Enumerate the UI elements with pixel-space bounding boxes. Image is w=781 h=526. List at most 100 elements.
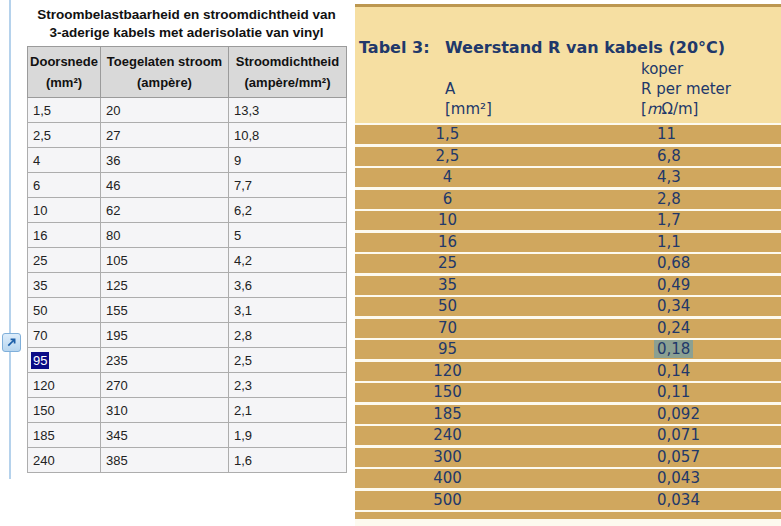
right-table-rows: 1,5112,56,844,362,8101,7161,1250,68350,4… xyxy=(355,125,781,510)
resistance-value: 0,043 xyxy=(657,469,700,488)
table-row: 10626,2 xyxy=(28,198,347,223)
resistance-row: 44,3 xyxy=(355,168,781,187)
table-cell: 50 xyxy=(28,298,101,323)
arrow-up-right-icon xyxy=(6,337,17,348)
table-row: 501553,1 xyxy=(28,298,347,323)
col-header-name: Toegelaten stroom xyxy=(101,51,228,72)
table-cell: 62 xyxy=(101,198,229,223)
screenshot-root: Stroombelastbaarheid en stroomdichtheid … xyxy=(0,0,781,526)
resistance-row: 5000,034 xyxy=(355,491,781,510)
resistance-value: 0,057 xyxy=(657,448,700,467)
resistance-value: 0,18 xyxy=(657,340,693,359)
table-cell: 20 xyxy=(101,98,229,123)
material-label: koper xyxy=(641,60,683,78)
area-value: 240 xyxy=(380,426,515,445)
col1-unit: [mm²] xyxy=(445,100,492,118)
area-value: 185 xyxy=(380,405,515,424)
resistance-row: 101,7 xyxy=(355,211,781,230)
table-row: 2403851,6 xyxy=(28,448,347,473)
table-cell: 3,6 xyxy=(229,273,347,298)
col-header-name: Doorsnede xyxy=(28,51,100,72)
table-cell: 10 xyxy=(28,198,101,223)
area-value: 16 xyxy=(380,233,515,252)
resistance-row: 185 0,092 xyxy=(355,405,781,424)
table-row: 952352,5 xyxy=(28,348,347,373)
resistance-row: 1200,14 xyxy=(355,362,781,381)
table-cell: 1,6 xyxy=(229,448,347,473)
table-cell: 3,1 xyxy=(229,298,347,323)
resistance-value: 0,49 xyxy=(657,276,690,295)
table-cell: 385 xyxy=(101,448,229,473)
resistance-value: 11 xyxy=(657,125,676,144)
left-table-title-line2: 3-aderige kabels met aderisolatie van vi… xyxy=(27,24,346,42)
table-cell: 240 xyxy=(28,448,101,473)
area-value: 400 xyxy=(380,469,515,488)
table-cell: 105 xyxy=(101,248,229,273)
table-cell: 80 xyxy=(101,223,229,248)
resistance-row: 500,34 xyxy=(355,297,781,316)
resistance-value: 6,8 xyxy=(657,147,681,166)
current-capacity-table: Doorsnede (mm²) Toegelaten stroom (ampèr… xyxy=(27,46,347,473)
table-row: 2,52710,8 xyxy=(28,123,347,148)
area-value: 300 xyxy=(380,448,515,467)
table-cell: 46 xyxy=(101,173,229,198)
col2-name: R per meter xyxy=(641,80,731,98)
area-value: 6 xyxy=(380,190,515,209)
table-cell: 345 xyxy=(101,423,229,448)
table-row: 1,52013,3 xyxy=(28,98,347,123)
table-row: 251054,2 xyxy=(28,248,347,273)
col-header-unit: (mm²) xyxy=(28,72,100,93)
resistance-value: 1,1 xyxy=(657,233,681,252)
area-value: 35 xyxy=(380,276,515,295)
table-cell: 9 xyxy=(229,148,347,173)
resistance-value: 0,11 xyxy=(657,383,690,402)
resistance-table-header: Tabel 3: Weerstand R van kabels (20°C) k… xyxy=(355,7,781,123)
resistance-value: 0,24 xyxy=(657,319,690,338)
col-header-stroomdichtheid: Stroomdichtheid (ampère/mm²) xyxy=(229,47,347,98)
left-table-body: 1,52013,32,52710,843696467,710626,216805… xyxy=(28,98,347,473)
table-row: 16805 xyxy=(28,223,347,248)
resistance-row: 161,1 xyxy=(355,233,781,252)
table-cell: 16 xyxy=(28,223,101,248)
table-cell: 2,8 xyxy=(229,323,347,348)
col-header-unit: (ampère/mm²) xyxy=(229,72,346,93)
header-row: Doorsnede (mm²) Toegelaten stroom (ampèr… xyxy=(28,47,347,98)
area-value: 1,5 xyxy=(380,125,515,144)
right-table-title: Weerstand R van kabels (20°C) xyxy=(445,38,725,57)
resistance-value: 0,14 xyxy=(657,362,690,381)
table-row: 1202702,3 xyxy=(28,373,347,398)
highlighted-cell-text: 0,18 xyxy=(654,340,693,358)
table-row: 6467,7 xyxy=(28,173,347,198)
resistance-row: 1,5 11 xyxy=(355,125,781,144)
table-cell: 5 xyxy=(229,223,347,248)
table-cell: 2,1 xyxy=(229,398,347,423)
table-cell: 4 xyxy=(28,148,101,173)
area-value: 150 xyxy=(380,383,515,402)
table-cell: 235 xyxy=(101,348,229,373)
left-table-title-line1: Stroombelastbaarheid en stroomdichtheid … xyxy=(27,6,346,24)
resistance-row: 250,68 xyxy=(355,254,781,273)
table-row: 1853451,9 xyxy=(28,423,347,448)
table-row: 1503102,1 xyxy=(28,398,347,423)
resistance-row: 2,56,8 xyxy=(355,147,781,166)
table-cell: 35 xyxy=(28,273,101,298)
table-cell: 155 xyxy=(101,298,229,323)
table-cell: 195 xyxy=(101,323,229,348)
table-cell: 2,5 xyxy=(28,123,101,148)
current-capacity-panel: Stroombelastbaarheid en stroomdichtheid … xyxy=(27,6,346,473)
jump-arrow-button[interactable] xyxy=(2,333,21,352)
table-cell: 1,5 xyxy=(28,98,101,123)
table-bottom-border xyxy=(355,512,781,519)
table-cell: 150 xyxy=(28,398,101,423)
resistance-row: 950,18 xyxy=(355,340,781,359)
table-number-label: Tabel 3: xyxy=(359,38,430,57)
area-value: 500 xyxy=(380,491,515,510)
table-cell: 7,7 xyxy=(229,173,347,198)
area-value: 70 xyxy=(380,319,515,338)
table-cell: 185 xyxy=(28,423,101,448)
area-value: 95 xyxy=(380,340,515,359)
table-cell: 6 xyxy=(28,173,101,198)
table-cell: 13,3 xyxy=(229,98,347,123)
resistance-value: 0,092 xyxy=(657,405,700,424)
col-header-doorsnede: Doorsnede (mm²) xyxy=(28,47,101,98)
